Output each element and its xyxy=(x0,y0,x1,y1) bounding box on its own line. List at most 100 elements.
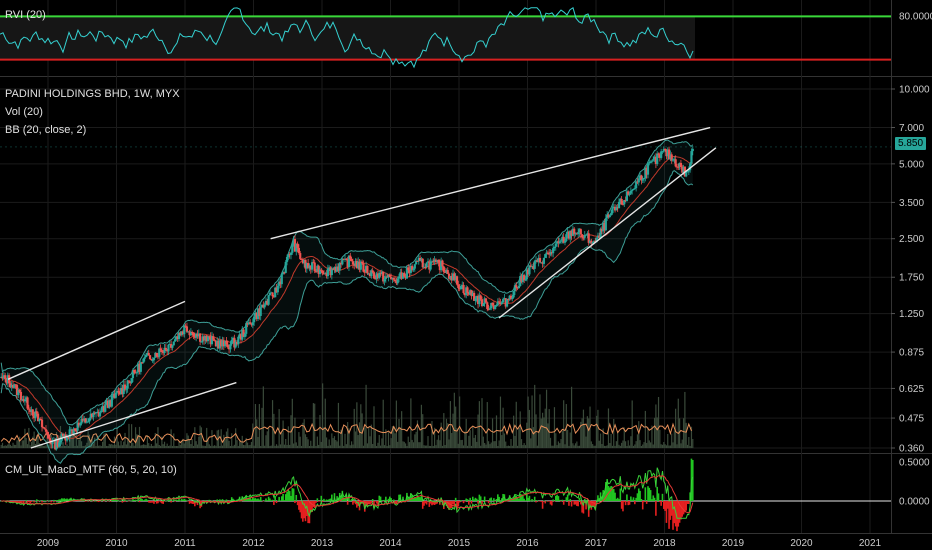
volume-bar xyxy=(588,418,590,448)
volume-bar xyxy=(310,440,312,448)
candle-body xyxy=(561,236,564,241)
macd-histogram-bar xyxy=(686,501,689,504)
macd-histogram-bar xyxy=(483,496,486,501)
candle-body xyxy=(558,241,561,244)
volume-bar xyxy=(8,442,10,448)
candle-body xyxy=(516,287,519,289)
macd-histogram-bar xyxy=(176,500,179,501)
volume-bar xyxy=(279,444,282,448)
symbol-title[interactable]: PADINI HOLDINGS BHD, 1W, MYX xyxy=(5,88,180,100)
macd-histogram-bar xyxy=(254,498,257,501)
candle-body xyxy=(79,423,82,426)
macd-histogram-bar xyxy=(145,498,147,501)
macd-histogram-bar xyxy=(619,488,622,501)
macd-histogram-bar xyxy=(298,501,300,510)
macd-histogram-bar xyxy=(500,498,503,501)
candle-body xyxy=(390,276,393,280)
macd-histogram-bar xyxy=(612,489,615,501)
macd-histogram-bar xyxy=(606,479,608,501)
candle-body xyxy=(656,153,659,164)
macd-histogram-bar xyxy=(482,499,485,501)
candle-body xyxy=(523,275,526,281)
macd-histogram-bar xyxy=(495,499,498,501)
price-axis-tick-label: 2.500 xyxy=(899,234,924,245)
volume-bar xyxy=(167,445,170,448)
volume-bar xyxy=(456,428,458,448)
bb-label[interactable]: BB (20, close, 2) xyxy=(5,124,87,136)
candle-body xyxy=(407,267,410,271)
macd-histogram-bar xyxy=(112,499,114,501)
candle-body xyxy=(274,287,277,298)
volume-bar xyxy=(158,444,160,448)
candle-body xyxy=(438,262,441,271)
macd-histogram-bar xyxy=(640,498,643,501)
candle-body xyxy=(152,357,156,361)
candle-body xyxy=(691,148,694,152)
candle-body xyxy=(242,329,245,337)
volume-bar xyxy=(418,442,420,448)
macd-histogram-bar xyxy=(229,500,232,501)
candle-body xyxy=(22,399,25,402)
volume-label[interactable]: Vol (20) xyxy=(5,106,43,118)
candle-body xyxy=(102,406,106,412)
candle-body xyxy=(555,241,559,244)
macd-label[interactable]: CM_Ult_MacD_MTF (60, 5, 20, 10) xyxy=(5,464,177,476)
candle-body xyxy=(395,281,398,284)
volume-bar xyxy=(76,445,79,448)
candle-body xyxy=(121,387,124,394)
candle-body xyxy=(100,410,103,413)
candle-body xyxy=(58,442,61,447)
candle-body xyxy=(92,412,95,418)
macd-histogram-bar xyxy=(458,501,461,503)
candle-body xyxy=(624,200,627,202)
macd-histogram-bar xyxy=(574,501,577,505)
candle-body xyxy=(109,400,112,407)
candle-body xyxy=(391,277,394,280)
macd-histogram-bar xyxy=(590,501,593,510)
candle-body xyxy=(504,298,507,307)
macd-histogram-bar xyxy=(649,490,652,501)
volume-ma-line xyxy=(0,422,692,444)
macd-histogram-bar xyxy=(349,500,352,501)
macd-histogram-bar xyxy=(644,487,647,501)
candle-body xyxy=(382,271,385,282)
volume-bar xyxy=(336,441,338,448)
candle-body xyxy=(163,347,166,354)
candle-body xyxy=(628,193,631,195)
macd-histogram-bar xyxy=(468,501,470,505)
candle-body xyxy=(441,260,444,267)
volume-bar xyxy=(414,434,416,448)
candle-body xyxy=(494,305,497,310)
macd-histogram-bar xyxy=(561,499,564,501)
candle-body xyxy=(154,352,157,358)
macd-histogram-bar xyxy=(331,494,333,501)
volume-bar xyxy=(532,427,534,448)
volume-bar xyxy=(353,408,355,448)
macd-histogram-bar xyxy=(147,501,150,503)
macd-histogram-bar xyxy=(60,498,63,501)
candle-body xyxy=(142,358,145,363)
macd-histogram-bar xyxy=(558,499,561,501)
candle-body xyxy=(677,166,680,168)
volume-bar xyxy=(123,441,125,448)
macd-histogram-bar xyxy=(377,501,379,505)
volume-bar xyxy=(171,445,174,448)
candle-body xyxy=(417,257,420,262)
volume-bar xyxy=(80,441,83,448)
candle-body xyxy=(176,336,179,339)
volume-bar xyxy=(518,427,520,448)
macd-histogram-bar xyxy=(388,496,391,501)
candle-body xyxy=(413,264,416,269)
candle-body xyxy=(579,229,582,235)
volume-bar xyxy=(204,445,206,448)
macd-histogram-bar xyxy=(159,501,162,503)
macd-histogram-bar xyxy=(101,499,104,501)
volume-bar xyxy=(66,444,68,448)
macd-histogram-bar xyxy=(55,500,58,501)
candle-body xyxy=(288,254,291,256)
candle-body xyxy=(192,332,195,337)
candle-body xyxy=(465,287,468,296)
volume-bar xyxy=(498,440,500,448)
rvi-line xyxy=(0,7,694,69)
